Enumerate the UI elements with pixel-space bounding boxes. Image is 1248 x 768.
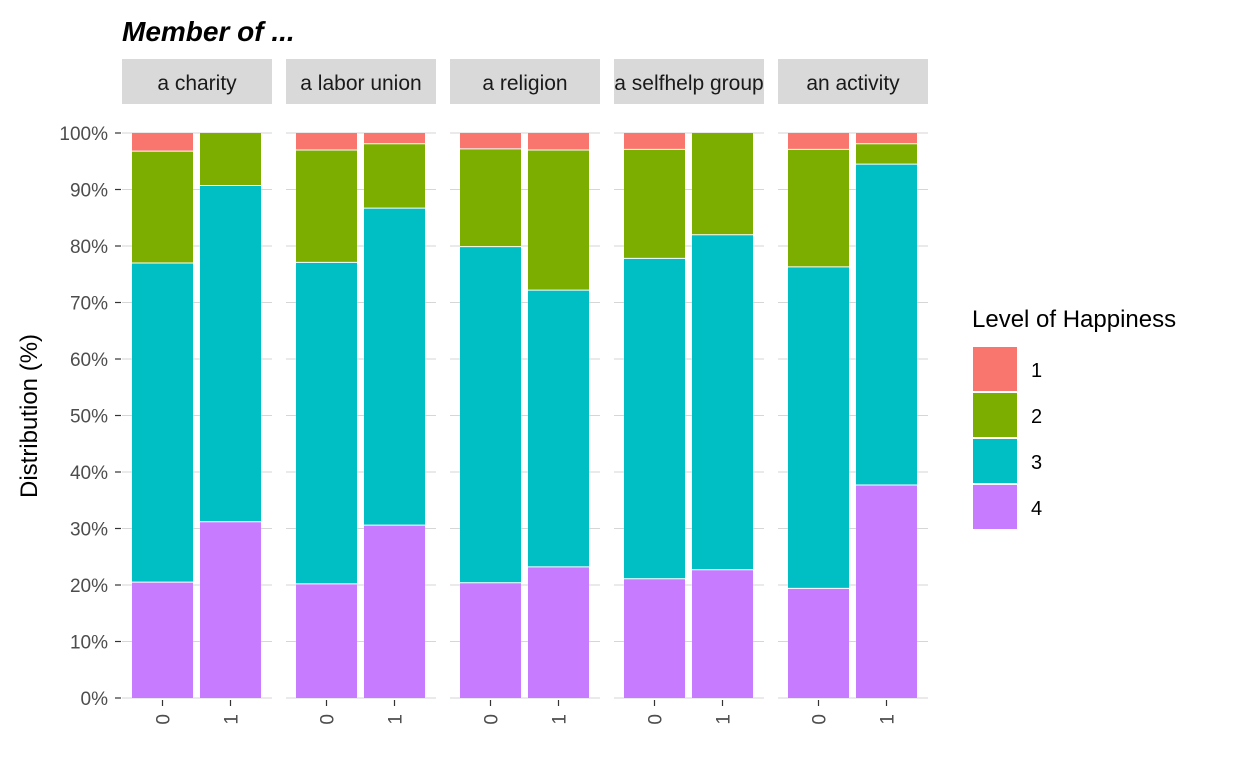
y-tick-label: 40%: [70, 463, 108, 484]
bar-segment-level-1: [364, 133, 425, 144]
bar-segment-level-2: [132, 151, 193, 263]
bar-segment-level-3: [460, 246, 521, 583]
bar-segment-level-3: [624, 258, 685, 579]
facet-strip: [122, 59, 272, 104]
legend-key-swatch: [973, 439, 1017, 483]
bar-segment-level-2: [296, 149, 357, 263]
bar-segment-level-3: [856, 164, 917, 485]
y-tick-label: 100%: [59, 124, 108, 145]
legend-key-label: 2: [1031, 406, 1042, 428]
bar-segment-level-3: [692, 234, 753, 570]
facet-strip-label: a selfhelp group: [614, 72, 763, 95]
facet-strip: [286, 59, 436, 104]
x-tick-label: 1: [222, 714, 243, 725]
bar-segment-level-2: [364, 143, 425, 209]
y-tick-label: 10%: [70, 633, 108, 654]
facet-panel: a labor union 0 1: [286, 59, 436, 725]
bar-segment-level-2: [624, 149, 685, 259]
bar-segment-level-1: [788, 133, 849, 150]
bar-segment-level-3: [200, 185, 261, 522]
facet-strip: [778, 59, 928, 104]
bar-segment-level-4: [460, 582, 521, 698]
chart-title: Member of ...: [122, 16, 295, 47]
legend: Level of Happiness 1 2 3 4: [972, 306, 1176, 529]
bar-segment-level-4: [132, 582, 193, 698]
bar-segment-level-4: [692, 569, 753, 698]
bar-segment-level-4: [788, 588, 849, 698]
bar-segment-level-1: [132, 133, 193, 152]
x-tick-label: 0: [482, 714, 503, 725]
facet-panel: an activity 0 1: [778, 59, 928, 725]
x-tick-label: 1: [550, 714, 571, 725]
legend-title: Level of Happiness: [972, 306, 1176, 333]
legend-key-label: 4: [1031, 498, 1042, 520]
y-tick-label: 20%: [70, 576, 108, 597]
bar-segment-level-3: [788, 266, 849, 589]
bar-segment-level-1: [460, 133, 521, 149]
y-tick-label: 30%: [70, 520, 108, 541]
y-axis-title: Distribution (%): [16, 334, 43, 498]
x-tick-label: 1: [714, 714, 735, 725]
legend-key-label: 1: [1031, 360, 1042, 382]
bar-segment-level-4: [364, 525, 425, 698]
y-tick-label: 60%: [70, 350, 108, 371]
facet-strip: [450, 59, 600, 104]
legend-key-swatch: [973, 347, 1017, 391]
facet-strip-label: a labor union: [300, 72, 421, 95]
bar-segment-level-4: [624, 578, 685, 698]
bar-segment-level-4: [528, 566, 589, 698]
bar-segment-level-1: [856, 133, 917, 144]
x-tick-label: 1: [878, 714, 899, 725]
x-tick-label: 0: [646, 714, 667, 725]
facet-strip: [614, 59, 764, 104]
x-tick-label: 1: [386, 714, 407, 725]
bar-segment-level-2: [460, 148, 521, 247]
facet-strip-label: an activity: [806, 72, 900, 95]
legend-key-swatch: [973, 485, 1017, 529]
y-axis: 0% 10% 20% 30% 40% 50% 60% 70% 80% 90% 100%: [59, 124, 121, 710]
bar-segment-level-4: [200, 521, 261, 698]
facet-panel: a religion 0 1: [450, 59, 600, 725]
y-tick-label: 50%: [70, 407, 108, 428]
facet-panel: a charity 0 1: [122, 59, 272, 725]
y-tick-label: 0%: [81, 689, 109, 710]
bar-segment-level-4: [856, 484, 917, 698]
bar-segment-level-1: [624, 133, 685, 150]
bar-segment-level-1: [528, 133, 589, 150]
y-tick-label: 80%: [70, 237, 108, 258]
bar-segment-level-2: [692, 133, 753, 235]
facet-strip-label: a charity: [157, 72, 237, 95]
facet-panel: a selfhelp group 0 1: [614, 59, 764, 725]
bar-segment-level-2: [528, 149, 589, 291]
x-tick-label: 0: [318, 714, 339, 725]
facet-strip-label: a religion: [482, 72, 567, 95]
bar-segment-level-2: [788, 149, 849, 267]
x-tick-label: 0: [810, 714, 831, 725]
legend-keys: 1 2 3 4: [973, 347, 1042, 529]
bar-segment-level-3: [364, 208, 425, 526]
bar-segment-level-3: [528, 290, 589, 567]
bar-segment-level-1: [296, 133, 357, 150]
bar-segment-level-2: [856, 143, 917, 165]
legend-key-label: 3: [1031, 452, 1042, 474]
bar-segment-level-3: [132, 262, 193, 583]
legend-key-swatch: [973, 393, 1017, 437]
bar-segment-level-2: [200, 133, 261, 186]
bar-segment-level-4: [296, 583, 357, 698]
bar-segment-level-3: [296, 262, 357, 584]
y-tick-label: 90%: [70, 181, 108, 202]
x-tick-label: 0: [154, 714, 175, 725]
y-tick-label: 70%: [70, 294, 108, 315]
